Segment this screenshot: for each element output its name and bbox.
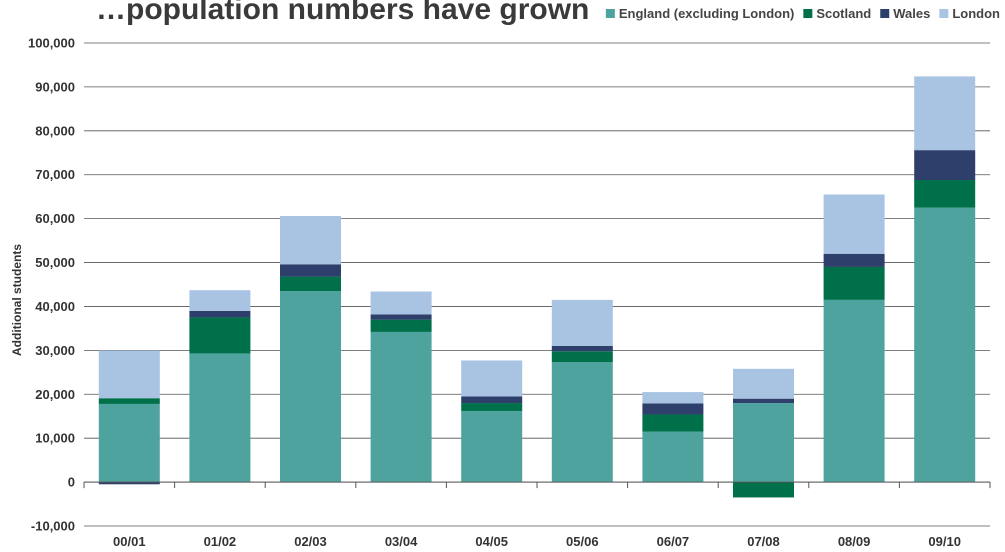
x-tick-label: 07/08 xyxy=(747,534,780,549)
x-axis-ticks: 00/01 01/02 02/03 03/04 04/05 05/06 06/07 07/08… xyxy=(113,534,961,549)
legend-item: Wales xyxy=(880,6,930,21)
bar-segment xyxy=(461,410,523,483)
y-tick-label: 30,000 xyxy=(35,343,75,358)
bar-segment xyxy=(280,291,341,483)
y-tick-label: -10,000 xyxy=(31,519,75,534)
bar-segment xyxy=(461,396,523,404)
bar-segment xyxy=(98,398,160,404)
bar-segment xyxy=(642,403,704,415)
bar-segment xyxy=(914,76,976,151)
bar-segment xyxy=(914,150,976,180)
bar-segment xyxy=(370,331,432,483)
y-tick-label: 90,000 xyxy=(35,79,75,94)
legend-swatch xyxy=(605,9,615,18)
x-tick-label: 02/03 xyxy=(294,534,327,549)
y-tick-label: 10,000 xyxy=(35,431,75,446)
bar-segment xyxy=(280,276,341,292)
legend-item: London xyxy=(939,6,1000,21)
bar-segment xyxy=(98,482,160,485)
bar-segment xyxy=(642,414,704,432)
bar-segment xyxy=(733,368,794,399)
bar-segment xyxy=(98,403,160,483)
bar-segment xyxy=(370,291,432,315)
bar-segment xyxy=(733,398,794,404)
x-tick-label: 05/06 xyxy=(566,534,599,549)
y-tick-label: 100,000 xyxy=(28,36,75,51)
legend-item: England (excluding London) xyxy=(605,6,794,21)
bar-segment xyxy=(551,299,613,346)
bar-segment xyxy=(189,290,251,311)
bar-segment xyxy=(733,482,794,498)
x-tick-label: 01/02 xyxy=(204,534,237,549)
bar-segment xyxy=(551,345,613,352)
y-tick-label: 40,000 xyxy=(35,299,75,314)
bar-segment xyxy=(823,266,885,300)
y-tick-label: 70,000 xyxy=(35,167,75,182)
bar-segment xyxy=(551,351,613,363)
x-tick-label: 00/01 xyxy=(113,534,146,549)
legend-label: Scotland xyxy=(816,6,871,21)
legend-item: Scotland xyxy=(803,6,871,21)
bar-segment xyxy=(280,264,341,277)
bar-segment xyxy=(461,403,523,411)
bar-segment xyxy=(823,194,885,254)
bar-segment xyxy=(98,350,160,399)
bar-segment xyxy=(189,353,251,483)
bar-segment xyxy=(189,317,251,354)
legend-label: London xyxy=(952,6,1000,21)
chart-title: …population numbers have grown xyxy=(96,0,589,26)
x-tick-label: 04/05 xyxy=(475,534,508,549)
bar-segment xyxy=(914,179,976,208)
bar-segment xyxy=(551,362,613,483)
y-tick-label: 0 xyxy=(68,475,75,490)
legend-swatch xyxy=(939,9,949,18)
x-tick-label: 06/07 xyxy=(657,534,690,549)
y-tick-label: 20,000 xyxy=(35,387,75,402)
bar-segment xyxy=(642,431,704,483)
y-tick-label: 60,000 xyxy=(35,211,75,226)
y-axis-ticks: -10,000 0 10,000 20,000 30,000 40,000 50,000 60… xyxy=(28,36,75,534)
legend: England (excluding London) Scotland Wales L… xyxy=(605,6,1000,21)
legend-swatch xyxy=(803,9,813,18)
bar-segment xyxy=(823,253,885,267)
y-axis-label: Additional students xyxy=(10,244,24,356)
legend-label: England (excluding London) xyxy=(619,6,794,21)
x-axis xyxy=(83,481,991,489)
bars xyxy=(98,76,976,498)
bar-segment xyxy=(280,216,341,265)
legend-label: Wales xyxy=(893,6,930,21)
x-tick-label: 09/10 xyxy=(928,534,961,549)
y-tick-label: 50,000 xyxy=(35,255,75,270)
bar-segment xyxy=(823,299,885,483)
x-tick-label: 08/09 xyxy=(838,534,871,549)
bar-segment xyxy=(189,310,251,318)
bar-segment xyxy=(642,392,704,404)
y-tick-label: 80,000 xyxy=(35,123,75,138)
bar-segment xyxy=(733,403,794,483)
bar-segment xyxy=(370,319,432,332)
bar-segment xyxy=(461,360,523,397)
bar-segment xyxy=(914,207,976,483)
legend-swatch xyxy=(880,9,890,18)
bar-segment xyxy=(370,314,432,320)
x-tick-label: 03/04 xyxy=(385,534,418,549)
